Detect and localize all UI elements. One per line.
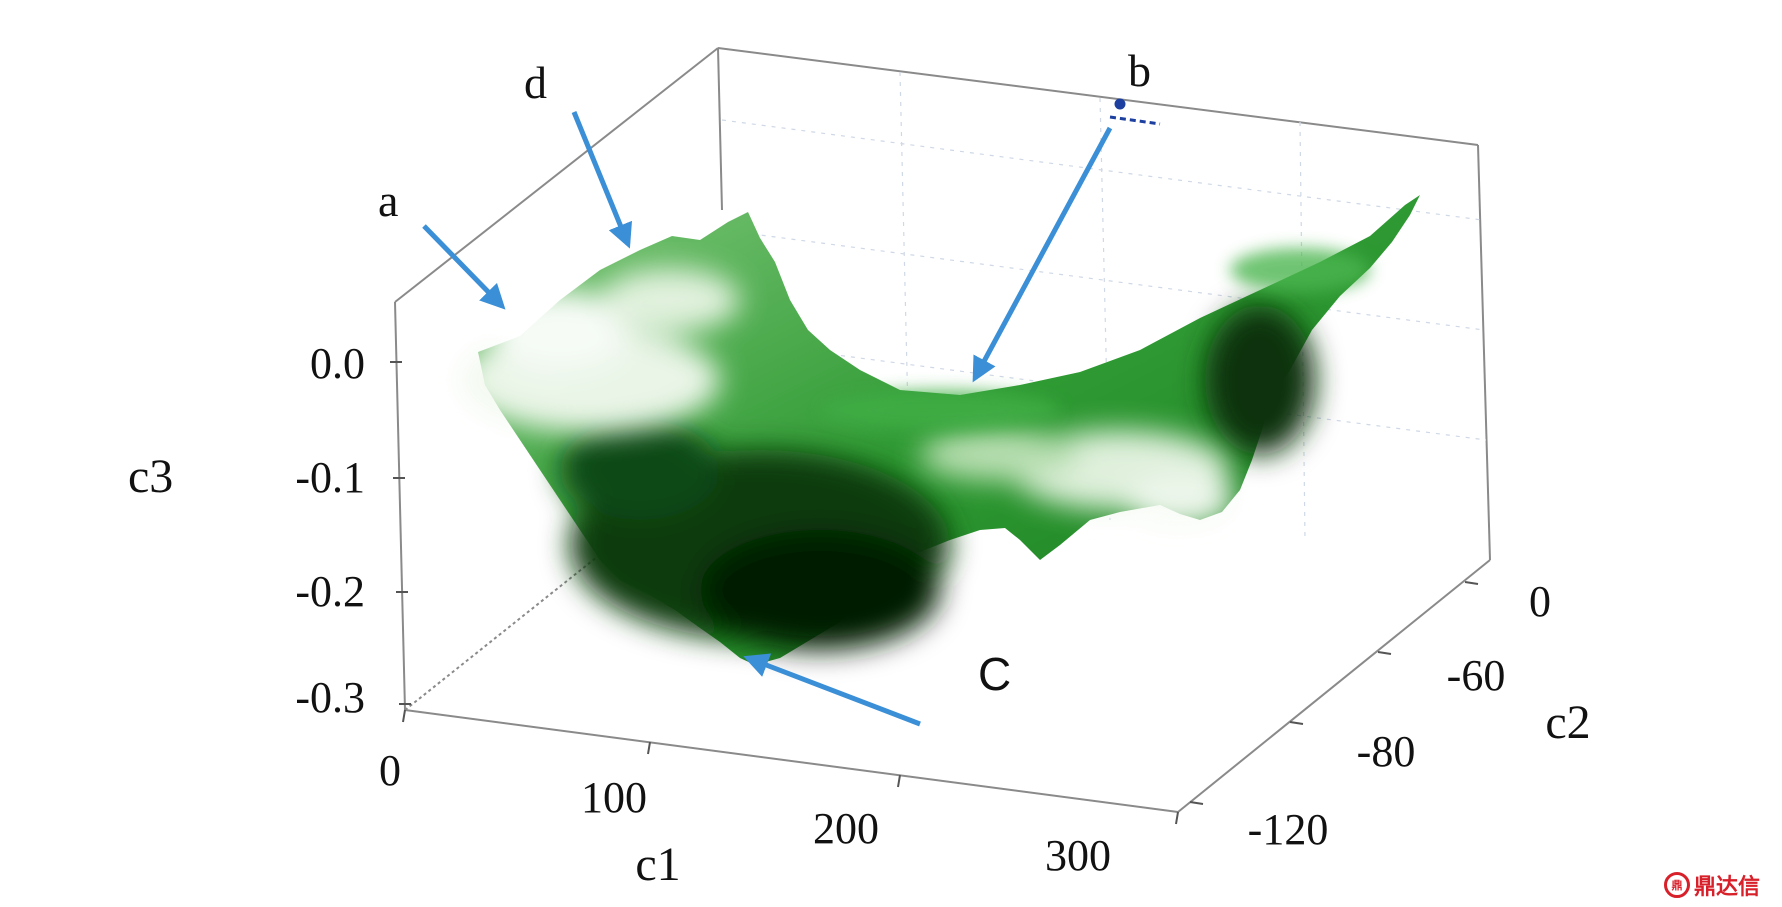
y-tick-label: 0 <box>1529 577 1551 626</box>
annotation-c: C <box>978 648 1011 700</box>
x-axis: 0 100 200 300 c1 <box>379 709 1179 891</box>
x-tick-label: 300 <box>1045 831 1111 880</box>
x-axis-label: c1 <box>635 838 680 891</box>
z-axis: 0.0 -0.1 -0.2 -0.3 c3 <box>128 339 411 722</box>
annotation-b: b <box>1128 45 1151 96</box>
arrow-b <box>972 126 1113 383</box>
watermark: 鼎 鼎达信 <box>1663 869 1760 901</box>
y-tick-label: -80 <box>1357 727 1416 776</box>
z-axis-label: c3 <box>128 450 173 503</box>
y-axis-label: c2 <box>1545 696 1590 749</box>
arrow-c <box>743 653 921 727</box>
annotation-d: d <box>524 57 547 108</box>
surface <box>460 195 1420 665</box>
bounding-box <box>394 47 1491 813</box>
y-tick-label: -60 <box>1447 651 1506 700</box>
arrow-a <box>422 224 506 310</box>
z-tick-label: -0.2 <box>295 567 365 616</box>
watermark-text: 鼎达信 <box>1693 875 1760 900</box>
annotation-arrows <box>422 111 1113 727</box>
annotation-a: a <box>378 175 398 226</box>
z-tick-label: -0.3 <box>295 673 365 722</box>
z-tick-label: -0.1 <box>295 453 365 502</box>
y-axis: 0 -60 -80 -120 c2 <box>1189 577 1591 854</box>
marker-b <box>1109 98 1161 126</box>
x-tick-label: 100 <box>581 773 647 822</box>
arrow-d <box>571 111 632 249</box>
x-tick-label: 200 <box>813 804 879 853</box>
x-tick-label: 0 <box>379 746 401 795</box>
y-tick-label: -120 <box>1248 805 1329 854</box>
watermark-logo-icon: 鼎 <box>1663 872 1690 898</box>
z-tick-label: 0.0 <box>310 339 365 388</box>
